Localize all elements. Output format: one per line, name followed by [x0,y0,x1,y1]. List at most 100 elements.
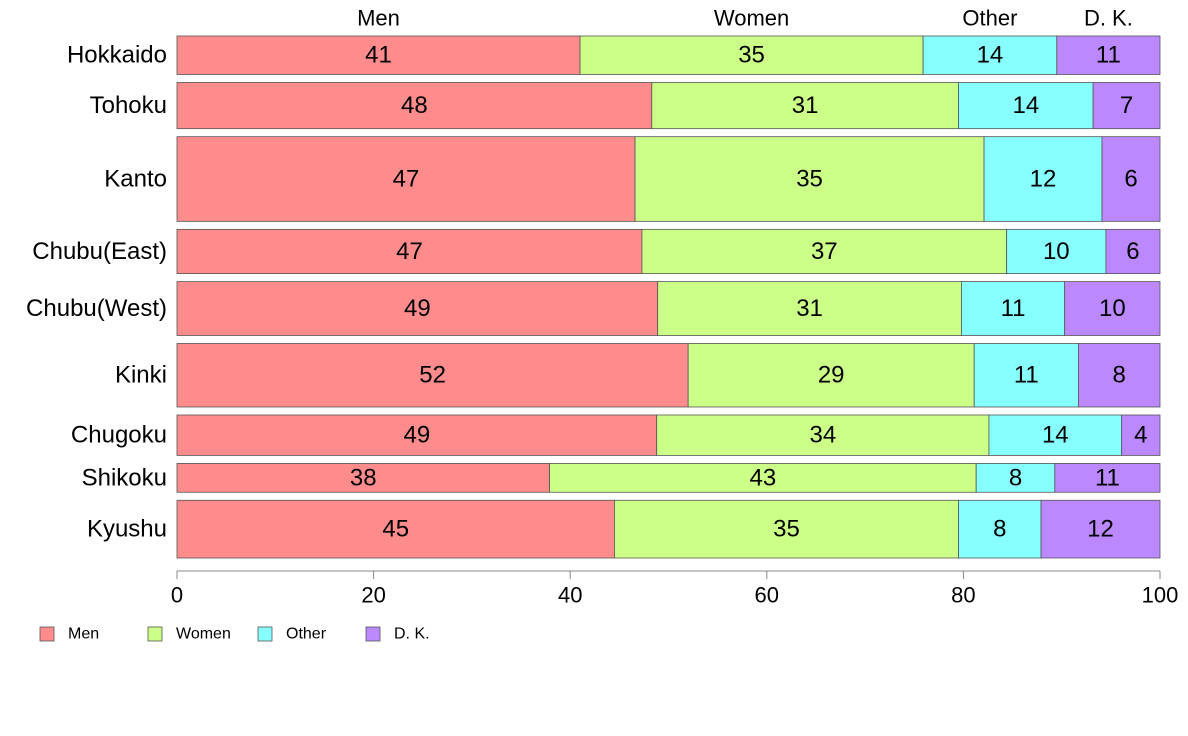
top-label-women: Women [714,6,789,31]
data-label-shikoku-men: 38 [350,464,377,491]
data-label-chubu-east-d-k: 6 [1126,238,1139,265]
data-label-chubu-west-men: 49 [404,295,431,322]
data-label-kanto-other: 12 [1030,166,1057,193]
data-label-hokkaido-other: 14 [977,42,1004,69]
legend-swatch-d-k [365,626,381,642]
bar-segment-kinki-d-k [1078,343,1161,408]
category-label-kanto: Kanto [104,166,167,193]
data-label-tohoku-other: 14 [1012,92,1039,119]
data-label-chubu-west-women: 31 [796,295,823,322]
data-label-kanto-women: 35 [796,166,823,193]
x-tick-label-0: 0 [171,583,183,608]
top-label-d-k: D. K. [1084,6,1133,31]
bar-row-chugoku: 49 34 14 4 [176,414,1161,456]
data-label-hokkaido-men: 41 [365,42,392,69]
category-label-chubu-west: Chubu(West) [26,295,167,322]
bar-segment-tohoku-women [651,82,959,130]
x-tick-label-80: 80 [951,583,975,608]
bar-segment-shikoku-other [975,463,1056,493]
legend-swatch-women [147,626,163,642]
data-label-kanto-d-k: 6 [1124,166,1137,193]
bar-row-chubu-west: 49 31 11 10 [176,281,1161,336]
data-label-shikoku-women: 43 [750,464,777,491]
data-label-chugoku-other: 14 [1042,422,1069,449]
data-label-shikoku-other: 8 [1009,464,1022,491]
legend-label-women: Women [176,626,231,643]
data-label-chubu-east-other: 10 [1043,238,1070,265]
bar-segment-kinki-women [687,343,975,408]
legend-label-d-k: D. K. [394,626,430,643]
legend-swatch-men [39,626,55,642]
data-label-kyushu-d-k: 12 [1087,516,1114,543]
bar-segment-kyushu-other [958,499,1042,559]
legend-label-other: Other [286,626,327,643]
data-label-chugoku-women: 34 [809,422,836,449]
data-label-kanto-men: 47 [393,166,420,193]
data-label-chubu-west-d-k: 10 [1099,295,1126,322]
bar-segment-chubu-west-d-k [1064,281,1161,336]
x-tick-label-40: 40 [558,583,582,608]
top-label-men: Men [357,6,400,31]
data-label-chubu-east-women: 37 [811,238,838,265]
bar-row-kanto: 47 35 12 6 [176,136,1161,222]
data-label-kyushu-women: 35 [773,516,800,543]
bar-segment-chubu-west-men [176,281,659,336]
legend-swatch-other [257,626,273,642]
bar-row-shikoku: 38 43 8 11 [176,463,1161,493]
category-label-chugoku: Chugoku [71,422,167,449]
data-label-kyushu-men: 45 [382,516,409,543]
category-label-hokkaido: Hokkaido [67,42,167,69]
bar-segment-chubu-east-d-k [1105,228,1161,275]
x-tick-label-100: 100 [1142,583,1179,608]
bar-segment-chugoku-other [988,414,1123,456]
bar-segment-chugoku-d-k [1121,414,1161,456]
bar-segment-kanto-women [634,136,985,222]
data-label-kinki-women: 29 [818,362,845,389]
category-label-tohoku: Tohoku [90,92,167,119]
bar-segment-shikoku-d-k [1054,463,1161,493]
bar-segment-tohoku-other [958,82,1094,130]
data-label-tohoku-d-k: 7 [1120,92,1133,119]
data-label-kinki-other: 11 [1014,362,1039,389]
data-label-hokkaido-women: 35 [738,42,765,69]
data-label-chubu-west-other: 11 [1001,295,1026,322]
data-label-chugoku-d-k: 4 [1134,422,1147,449]
x-tick-label-20: 20 [361,583,385,608]
data-label-kinki-men: 52 [419,362,446,389]
data-label-shikoku-d-k: 11 [1095,464,1120,491]
legend-item-women: Women [147,626,231,643]
category-label-kyushu: Kyushu [87,516,167,543]
bar-segment-hokkaido-other [922,35,1058,75]
category-label-chubu-east: Chubu(East) [32,238,167,265]
bar-segment-kanto-d-k [1101,136,1161,222]
bar-segment-kinki-other [973,343,1079,408]
data-label-tohoku-women: 31 [792,92,819,119]
legend-item-men: Men [39,626,99,643]
bar-row-tohoku: 48 31 14 7 [176,82,1161,130]
category-label-kinki: Kinki [115,362,167,389]
data-label-chubu-east-men: 47 [396,238,423,265]
data-label-tohoku-men: 48 [401,92,428,119]
bar-segment-kinki-men [176,343,689,408]
bar-segment-kyushu-d-k [1040,499,1161,559]
bar-segment-chubu-east-men [176,228,643,275]
bar-segment-kyushu-women [614,499,959,559]
bar-segment-hokkaido-men [176,35,581,75]
x-tick-label-60: 60 [755,583,779,608]
legend-item-d-k: D. K. [365,626,430,643]
data-label-kinki-d-k: 8 [1113,362,1126,389]
legend-item-other: Other [257,626,327,643]
top-label-other: Other [962,6,1017,31]
x-axis: 0 20 40 60 80 100 [171,570,1179,608]
bar-row-hokkaido: 41 35 14 11 [176,35,1161,75]
data-label-hokkaido-d-k: 11 [1096,42,1121,69]
bar-segment-kanto-men [176,136,636,222]
bar-segment-tohoku-men [176,82,653,130]
legend: Men Women Other D. K. [39,626,430,643]
bar-segment-hokkaido-women [579,35,924,75]
bar-segment-chubu-east-women [641,228,1008,275]
bar-row-kyushu: 45 35 8 12 [176,499,1161,559]
bar-row-chubu-east: 47 37 10 6 [176,228,1161,275]
